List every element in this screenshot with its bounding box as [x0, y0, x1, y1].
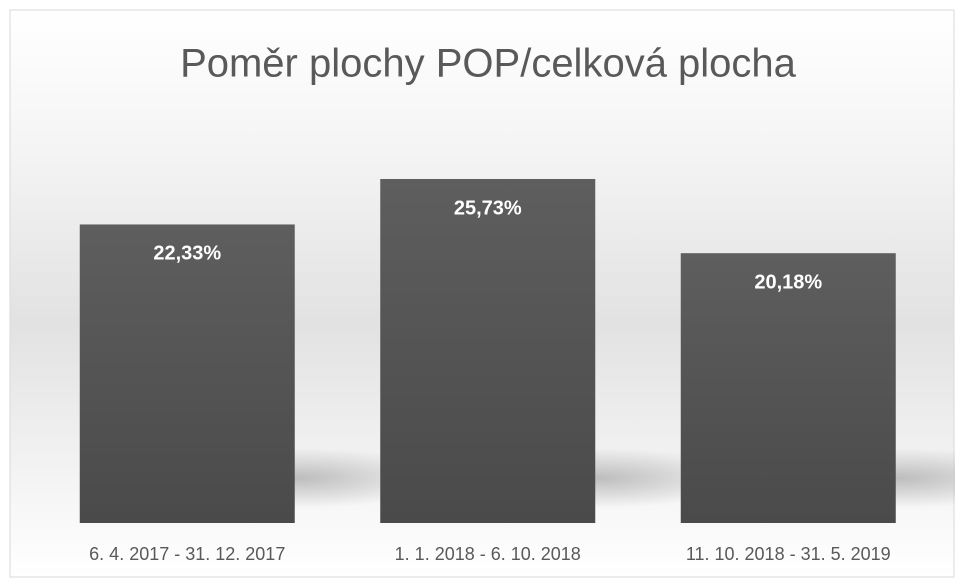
- data-label: 20,18%: [754, 271, 822, 293]
- bar: [380, 179, 596, 523]
- bar: [79, 224, 295, 523]
- x-tick-label: 1. 1. 2018 - 6. 10. 2018: [395, 544, 581, 564]
- chart-title: Poměr plochy POP/celková plocha: [180, 42, 797, 86]
- x-tick-label: 11. 10. 2018 - 31. 5. 2019: [686, 544, 891, 564]
- x-tick-label: 6. 4. 2017 - 31. 12. 2017: [89, 544, 285, 564]
- data-label: 25,73%: [454, 197, 522, 219]
- bar: [680, 253, 896, 523]
- data-label: 22,33%: [153, 243, 221, 265]
